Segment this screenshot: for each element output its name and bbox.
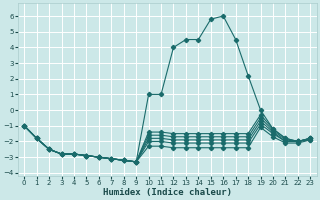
X-axis label: Humidex (Indice chaleur): Humidex (Indice chaleur) xyxy=(103,188,232,197)
